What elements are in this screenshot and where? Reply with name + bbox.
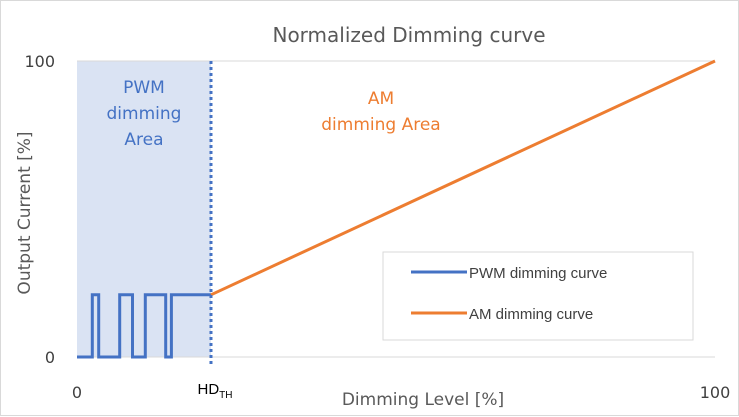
legend-box bbox=[382, 251, 694, 341]
pwm-area-label-line-1: dimming bbox=[107, 104, 182, 124]
am-area-label-line-1: dimming Area bbox=[321, 115, 440, 135]
threshold-label-subscript: TH bbox=[219, 390, 232, 401]
threshold-label: HDTH bbox=[197, 381, 232, 401]
am-area-label-line-0: AM bbox=[368, 89, 394, 109]
y-axis-label: Output Current [%] bbox=[15, 131, 35, 294]
x-tick-label-1: 100 bbox=[700, 383, 731, 402]
series-line-1 bbox=[210, 59, 716, 297]
series-line-0 bbox=[77, 293, 211, 359]
pwm-area-label-line-0: PWM bbox=[123, 78, 165, 98]
x-axis-label: Dimming Level [%] bbox=[342, 390, 504, 410]
y-tick-label-0: 0 bbox=[45, 348, 55, 367]
pwm-area-label-line-2: Area bbox=[124, 130, 163, 150]
legend-label-am: AM dimming curve bbox=[469, 306, 593, 323]
y-tick-label-1: 100 bbox=[24, 52, 55, 71]
x-tick-label-0: 0 bbox=[72, 383, 82, 402]
threshold-label-main: HD bbox=[197, 381, 219, 398]
legend: PWM dimming curve AM dimming curve bbox=[382, 251, 694, 341]
legend-label-pwm: PWM dimming curve bbox=[469, 265, 607, 282]
chart-title: Normalized Dimming curve bbox=[272, 23, 545, 47]
